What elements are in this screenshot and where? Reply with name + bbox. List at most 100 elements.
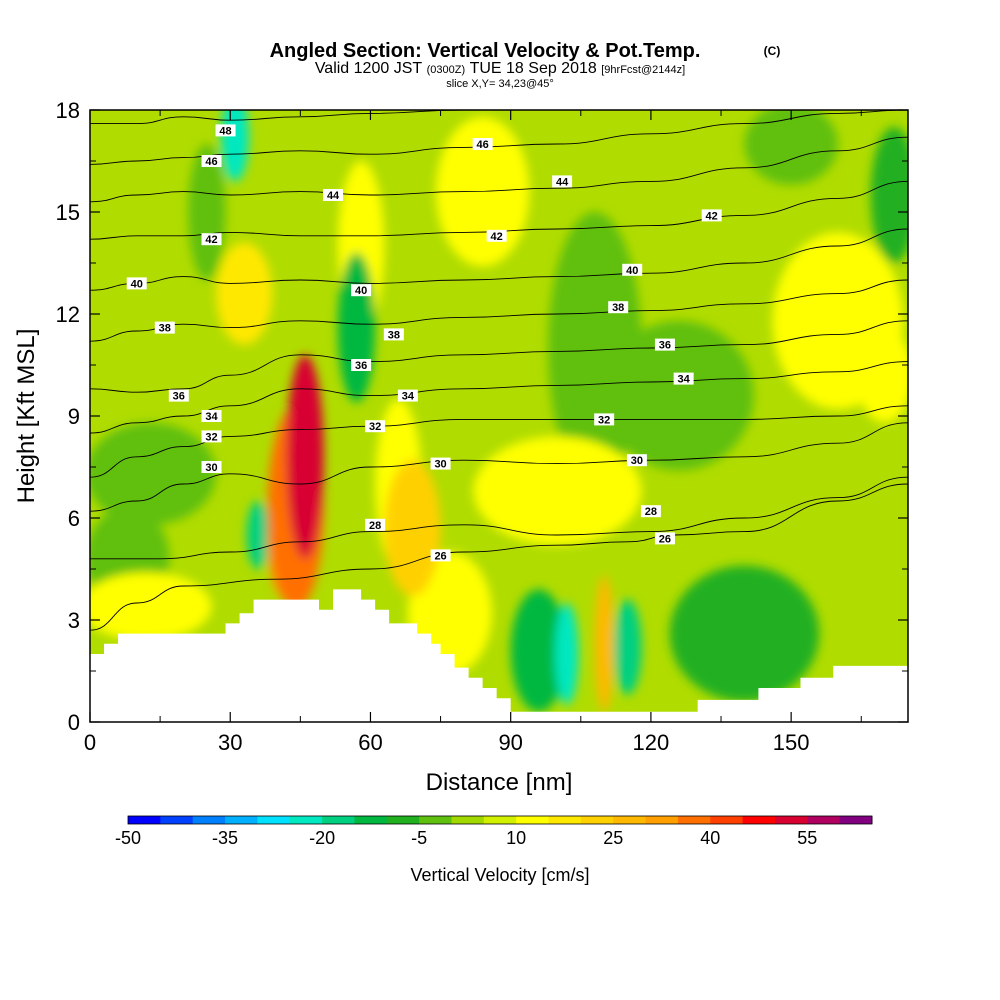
- contour-label-46: 46: [472, 138, 493, 151]
- svg-text:42: 42: [706, 210, 718, 222]
- y-axis-label: Height [Kft MSL]: [13, 329, 40, 504]
- svg-text:26: 26: [659, 533, 671, 545]
- colorbar-swatch-13: [548, 816, 582, 824]
- x-tick-90: 90: [498, 110, 523, 755]
- isentrope-34: [90, 361, 908, 434]
- colorbar-tick-25: 25: [603, 828, 623, 848]
- velocity-cell-5: [90, 422, 217, 525]
- colorbar-swatch-7: [354, 816, 388, 824]
- contour-label-32: 32: [365, 420, 386, 433]
- svg-text:120: 120: [633, 730, 670, 755]
- svg-text:32: 32: [369, 421, 381, 433]
- contour-label-40: 40: [126, 277, 147, 290]
- x-tick-0: 0: [84, 110, 96, 755]
- contour-label-36: 36: [168, 389, 189, 403]
- colorbar-swatch-9: [419, 816, 452, 824]
- colorbar-tick--5: -5: [411, 828, 427, 848]
- contour-label-30: 30: [201, 461, 222, 474]
- svg-text:48: 48: [219, 125, 231, 137]
- svg-text:40: 40: [355, 285, 367, 297]
- isentrope-46: [90, 110, 908, 165]
- colorbar-label: Vertical Velocity [cm/s]: [410, 865, 589, 885]
- plot-area: 48 46 46 44 44 42 42 42 40 40 40 38 38 38 36 36 36 34 34 34…: [90, 110, 908, 722]
- svg-text:150: 150: [773, 730, 810, 755]
- velocity-cell-6: [870, 127, 908, 263]
- colorbar-swatch-2: [192, 816, 226, 824]
- colorbar: -50 -35 -20 -5 10 25 40 55: [115, 815, 873, 848]
- svg-text:40: 40: [626, 265, 638, 277]
- x-axis: 0 30 60 90 120 150: [84, 110, 862, 755]
- y-tick-0: 0: [68, 710, 908, 735]
- svg-text:36: 36: [355, 360, 367, 372]
- y-tick-3: 3: [68, 608, 908, 633]
- svg-text:38: 38: [388, 329, 400, 341]
- isentrope-44: [90, 136, 908, 203]
- colorbar-swatch-4: [257, 816, 291, 824]
- svg-text:0: 0: [84, 730, 96, 755]
- svg-text:36: 36: [659, 340, 671, 352]
- colorbar-swatch-14: [580, 816, 614, 824]
- svg-text:42: 42: [205, 234, 217, 246]
- contour-label-44: 44: [323, 189, 344, 202]
- svg-text:30: 30: [631, 455, 643, 467]
- contour-label-48: 48: [215, 124, 236, 137]
- x-tick-30: 30: [218, 110, 242, 755]
- svg-text:15: 15: [56, 200, 80, 225]
- x-axis-label: Distance [nm]: [426, 769, 573, 796]
- contour-labels: 48 46 46 44 44 42 42 42 40 40 40 38 38 38 36 36 36 34 34 34…: [126, 124, 722, 562]
- velocity-cell-18: [216, 242, 273, 345]
- slice-label: slice X,Y= 34,23@45°: [446, 78, 554, 90]
- velocity-cell-3: [188, 144, 226, 280]
- contour-label-28: 28: [640, 505, 661, 518]
- title-mark: (C): [764, 44, 781, 58]
- isentrope-32: [90, 405, 908, 478]
- contour-label-38: 38: [154, 321, 175, 335]
- velocity-cell-23: [555, 603, 579, 705]
- contour-label-42: 42: [201, 233, 222, 246]
- svg-text:30: 30: [205, 462, 217, 474]
- colorbar-tick--50: -50: [115, 828, 141, 848]
- svg-text:60: 60: [358, 730, 382, 755]
- svg-text:28: 28: [369, 520, 381, 532]
- contour-label-30: 30: [430, 457, 451, 471]
- svg-text:30: 30: [218, 730, 242, 755]
- contour-label-26: 26: [430, 549, 451, 562]
- velocity-cell-16: [510, 589, 567, 712]
- isentrope-40: [90, 228, 908, 291]
- colorbar-tick-40: 40: [700, 828, 720, 848]
- terrain: [90, 589, 908, 722]
- isentrope-28: [90, 476, 908, 560]
- contour-label-34: 34: [201, 410, 222, 423]
- y-tick-15: 15: [56, 200, 908, 225]
- contour-label-28: 28: [365, 518, 386, 532]
- svg-text:30: 30: [434, 459, 446, 471]
- y-tick-9: 9: [68, 404, 908, 429]
- svg-text:44: 44: [556, 176, 569, 188]
- velocity-cell-24: [594, 575, 614, 712]
- svg-text:34: 34: [402, 391, 415, 403]
- colorbar-swatch-15: [613, 816, 647, 824]
- contour-label-42: 42: [486, 229, 507, 243]
- colorbar-tick-55: 55: [797, 828, 817, 848]
- isentrope-26: [90, 483, 908, 631]
- subtitle-date: TUE 18 Sep 2018: [470, 60, 597, 77]
- contour-label-46: 46: [201, 155, 222, 168]
- svg-text:38: 38: [612, 302, 624, 314]
- colorbar-tick--35: -35: [212, 828, 238, 848]
- svg-text:34: 34: [678, 374, 691, 386]
- colorbar-swatch-22: [839, 816, 873, 824]
- velocity-cell-27: [286, 354, 324, 559]
- contour-label-36: 36: [351, 359, 372, 372]
- svg-text:6: 6: [68, 506, 80, 531]
- velocity-cell-20: [384, 460, 441, 597]
- velocity-cell-13: [90, 572, 212, 641]
- contour-label-32: 32: [594, 413, 615, 426]
- colorbar-swatch-3: [225, 816, 258, 824]
- velocity-cell-1: [548, 212, 642, 484]
- velocity-cell-0: [604, 320, 754, 471]
- contour-label-42: 42: [701, 209, 722, 222]
- colorbar-tick-10: 10: [506, 828, 526, 848]
- y-tick-12: 12: [56, 302, 908, 327]
- contour-label-30: 30: [626, 454, 647, 467]
- colorbar-swatch-0: [128, 816, 161, 824]
